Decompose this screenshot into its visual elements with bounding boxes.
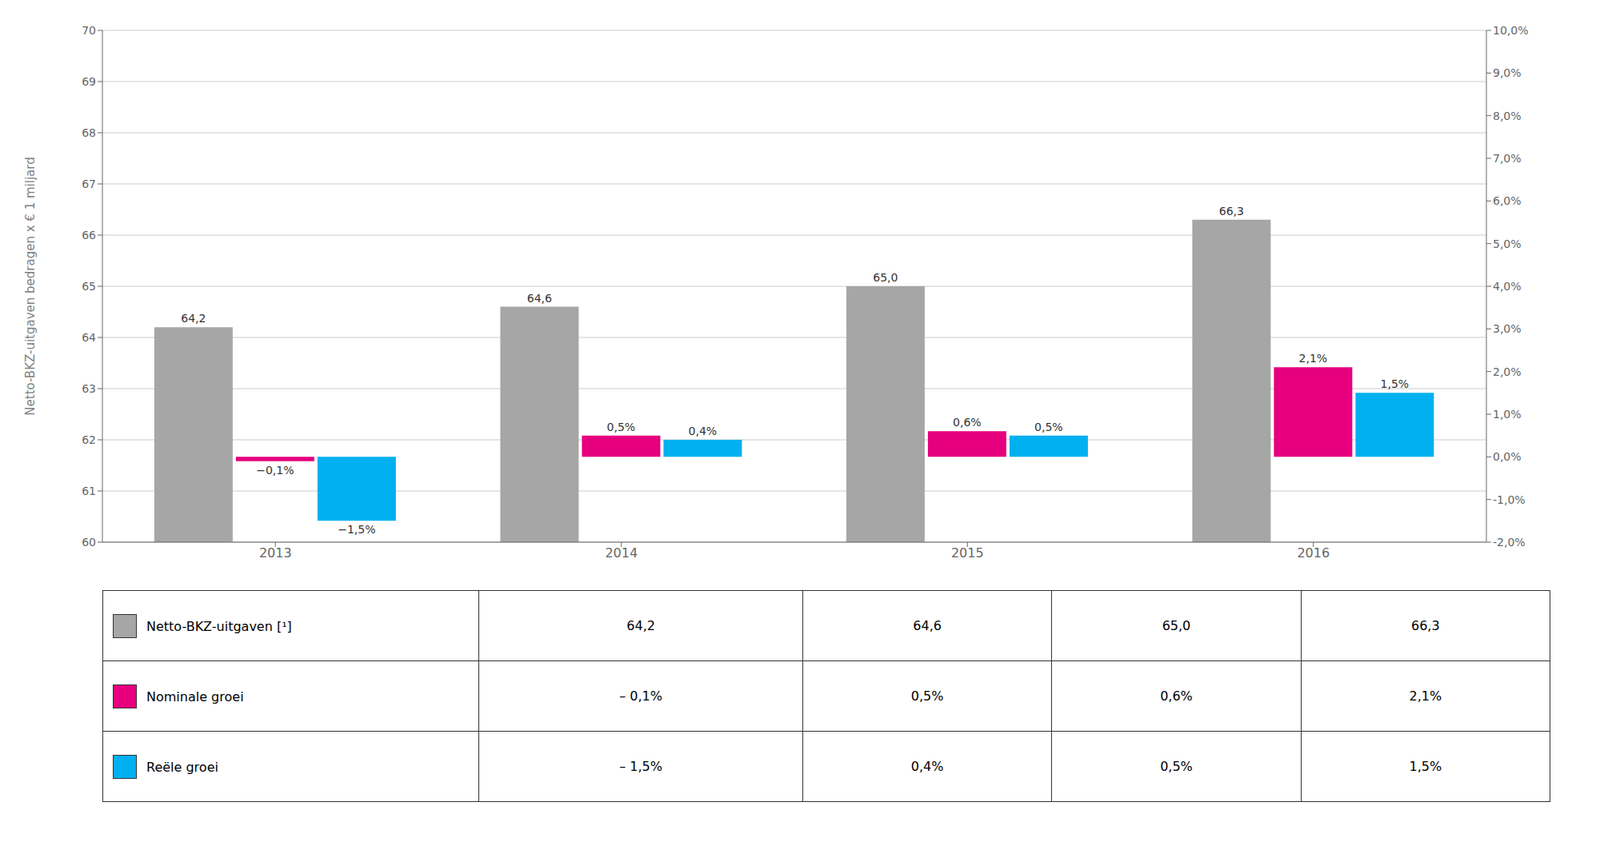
svg-text:0,6%: 0,6%: [952, 416, 982, 429]
svg-text:65: 65: [81, 280, 96, 293]
svg-text:1,0%: 1,0%: [1492, 408, 1522, 421]
html-text:2,1%: 2,1%: [1409, 688, 1442, 704]
svg-text:61: 61: [81, 484, 96, 498]
svg-text:66,3: 66,3: [1219, 204, 1244, 218]
svg-text:9,0%: 9,0%: [1492, 66, 1522, 80]
svg-text:3,0%: 3,0%: [1492, 322, 1522, 336]
svg-text:−1,5%: −1,5%: [337, 523, 376, 536]
svg-text:-2,0%: -2,0%: [1492, 536, 1526, 549]
svg-text:64,2: 64,2: [180, 312, 206, 325]
svg-text:6,0%: 6,0%: [1492, 194, 1522, 208]
svg-text:60: 60: [81, 536, 96, 549]
svg-text:−0,1%: −0,1%: [256, 464, 294, 477]
html-text:0,5%: 0,5%: [911, 688, 944, 704]
html-text:Nominale groei: Nominale groei: [146, 688, 244, 704]
svg-text:70: 70: [81, 24, 96, 37]
svg-text:68: 68: [81, 126, 96, 140]
svg-text:10,0%: 10,0%: [1492, 24, 1528, 37]
html-text:Reële groei: Reële groei: [146, 759, 219, 775]
svg-text:2015: 2015: [951, 545, 984, 561]
svg-text:66: 66: [81, 228, 96, 242]
html-text:0,4%: 0,4%: [911, 759, 944, 775]
svg-text:0,0%: 0,0%: [1492, 450, 1522, 464]
html-text:Netto-BKZ-uitgaven [¹]: Netto-BKZ-uitgaven [¹]: [146, 618, 292, 634]
svg-text:64: 64: [81, 331, 96, 344]
html-text:0,5%: 0,5%: [1160, 759, 1193, 775]
html-text:1,5%: 1,5%: [1409, 759, 1442, 775]
svg-text:64,6: 64,6: [527, 292, 552, 305]
svg-text:2,0%: 2,0%: [1492, 365, 1522, 379]
html-text:64,2: 64,2: [626, 618, 656, 634]
svg-text:2016: 2016: [1296, 545, 1330, 561]
svg-text:5,0%: 5,0%: [1492, 237, 1522, 251]
svg-text:2,1%: 2,1%: [1299, 352, 1328, 365]
svg-text:7,0%: 7,0%: [1492, 152, 1522, 165]
svg-text:1,5%: 1,5%: [1380, 377, 1410, 391]
svg-text:69: 69: [81, 75, 96, 88]
svg-text:63: 63: [81, 382, 96, 396]
html-text:0,6%: 0,6%: [1160, 688, 1193, 704]
svg-text:2014: 2014: [604, 545, 638, 561]
svg-text:0,5%: 0,5%: [1034, 420, 1064, 434]
svg-text:0,4%: 0,4%: [688, 424, 718, 438]
svg-text:Netto-BKZ-uitgaven bedragen x: Netto-BKZ-uitgaven bedragen x € 1 miljar…: [23, 156, 38, 416]
html-text:64,6: 64,6: [913, 618, 942, 634]
html-text:65,0: 65,0: [1162, 618, 1191, 634]
svg-text:4,0%: 4,0%: [1492, 280, 1522, 293]
svg-text:0,5%: 0,5%: [607, 420, 636, 434]
svg-text:62: 62: [81, 433, 96, 447]
svg-text:8,0%: 8,0%: [1492, 109, 1522, 123]
html-text:– 1,5%: – 1,5%: [619, 759, 663, 775]
html-text:66,3: 66,3: [1411, 618, 1440, 634]
svg-text:67: 67: [81, 177, 96, 191]
svg-text:-1,0%: -1,0%: [1492, 493, 1526, 507]
html-text:– 0,1%: – 0,1%: [619, 688, 663, 704]
svg-text:65,0: 65,0: [872, 271, 898, 284]
svg-text:2013: 2013: [259, 545, 292, 561]
